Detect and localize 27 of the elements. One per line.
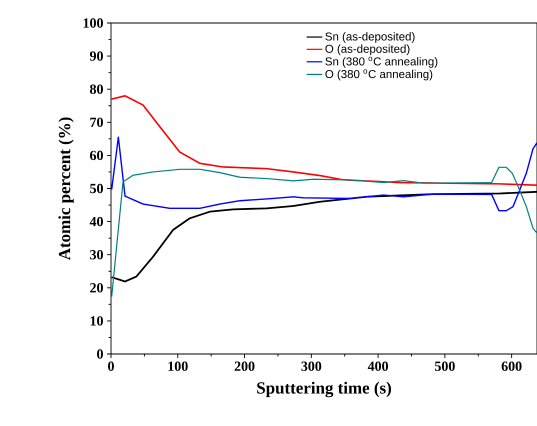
line-series: [111, 166, 537, 298]
line-series: [111, 95, 537, 186]
x-tick-label: 300: [301, 362, 322, 371]
x-tick-label: 500: [434, 362, 455, 371]
y-axis-title: Atomic percent (%): [58, 117, 74, 260]
line-series: [111, 136, 537, 212]
y-tick-label: 30: [90, 250, 103, 260]
x-tick-label: 0: [108, 362, 114, 371]
x-axis-title: Sputtering time (s): [257, 382, 391, 398]
y-tick-label: 80: [90, 84, 103, 94]
y-tick-label: 60: [90, 150, 103, 160]
y-tick-label: 20: [90, 283, 103, 293]
x-tick-label: 100: [168, 362, 188, 371]
y-tick-label: 0: [97, 349, 103, 359]
y-tick-label: 100: [84, 18, 103, 28]
y-tick-label: 90: [90, 51, 103, 61]
y-tick-label: 50: [90, 184, 103, 194]
legend-label: Sn (as-deposited): [325, 32, 415, 43]
x-tick-label: 200: [234, 362, 254, 371]
y-tick-label: 40: [90, 216, 103, 226]
x-tick-label: 600: [502, 362, 522, 371]
legend-label: O (380 $^{o}$C annealing): [325, 69, 432, 80]
x-tick-label: 400: [368, 362, 388, 371]
legend-label: Sn (380 $^{o}$C annealing): [325, 56, 438, 68]
legend-label: O (as-deposited): [325, 44, 410, 56]
y-tick-label: 70: [90, 118, 103, 128]
y-tick-label: 10: [90, 316, 103, 326]
